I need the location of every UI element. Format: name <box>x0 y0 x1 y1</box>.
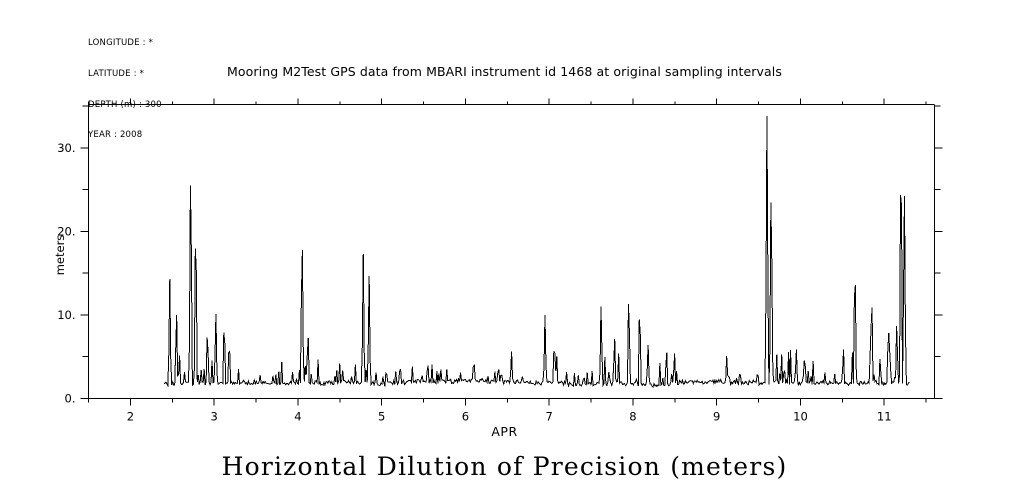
metadata-year: YEAR : 2008 <box>88 130 143 141</box>
axis-tick-label: 10 <box>793 410 808 424</box>
figure-caption: Horizontal Dilution of Precision (meters… <box>221 452 788 481</box>
metadata-longitude: LONGITUDE : * <box>88 38 154 49</box>
axis-tick-label: 2 <box>127 410 134 424</box>
axis-tick-label: 6 <box>462 410 469 424</box>
axis-tick-label: 10. <box>57 308 75 322</box>
axis-tick-label: 7 <box>546 410 553 424</box>
x-axis-label: APR <box>491 424 518 439</box>
axes-group <box>80 98 943 406</box>
plot-title: Mooring M2Test GPS data from MBARI instr… <box>227 64 782 79</box>
axis-tick-label: 4 <box>294 410 301 424</box>
y-axis-label: meters <box>53 234 67 276</box>
axis-tick-label: 11 <box>877 410 892 424</box>
data-series-line <box>163 116 910 388</box>
axis-tick-label: 30. <box>57 141 75 155</box>
axis-tick-label: 9 <box>713 410 720 424</box>
axis-tick-label: 5 <box>378 410 385 424</box>
axis-tick-label: 0. <box>65 392 76 406</box>
metadata-latitude: LATITUDE : * <box>88 69 145 80</box>
axis-tick-label: 20. <box>57 224 75 238</box>
axis-tick-label: 3 <box>210 410 217 424</box>
axis-tick-label: 8 <box>629 410 636 424</box>
tick-labels-group: 2 3 4 5 6 7 8 9 10 11 0. 10. 20. 30. <box>57 141 891 424</box>
